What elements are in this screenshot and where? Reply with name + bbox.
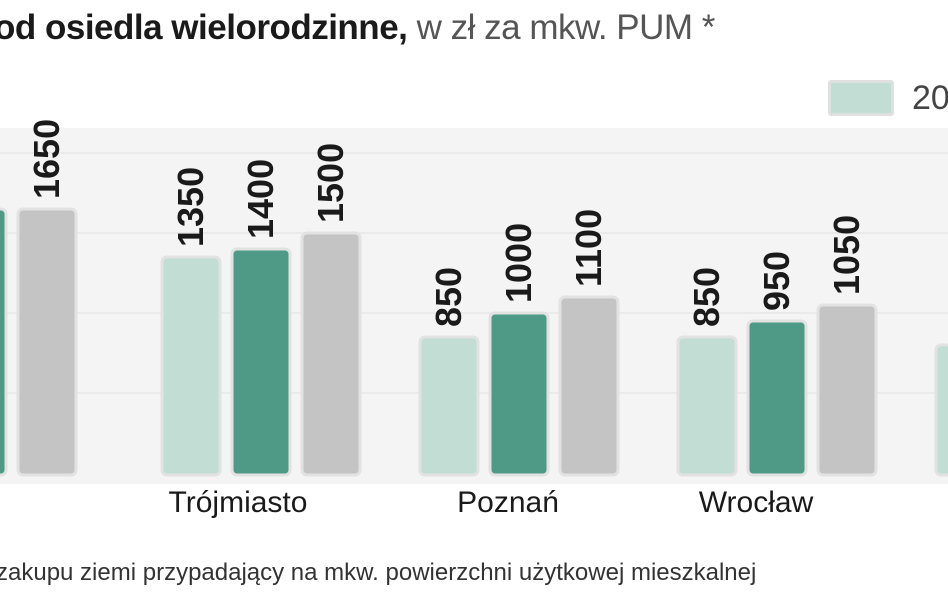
- value-label-s2-c3: 1050: [826, 215, 867, 295]
- bar-s0-c4: [934, 343, 948, 477]
- bar-s1-c2: [488, 311, 550, 477]
- category-label-3: Wrocław: [699, 486, 814, 519]
- chart-title: od osiedla wielorodzinne, w zł za mkw. P…: [0, 6, 715, 50]
- value-label-s2-c2: 1100: [568, 209, 609, 287]
- value-label-s1-c2: 1000: [498, 223, 539, 303]
- bar-s2-c3: [816, 303, 878, 477]
- bar-s0-c1: [160, 255, 222, 477]
- value-label-s0-c2: 850: [428, 267, 469, 327]
- legend-label: 20: [912, 79, 948, 117]
- bar-s1-c1: [230, 247, 292, 477]
- value-label-s2-c1: 1500: [310, 143, 351, 223]
- footnote: zakupu ziemi przypadający na mkw. powier…: [0, 559, 757, 586]
- value-label-s0-c3: 850: [686, 267, 727, 327]
- category-label-1: Trójmiasto: [169, 486, 308, 519]
- bar-s2-c1: [300, 231, 362, 477]
- bar-s1-c0: [0, 207, 8, 477]
- category-label-2: Poznań: [457, 486, 559, 519]
- value-label-s2-c0: 1650: [26, 119, 67, 199]
- bar-s1-c3: [746, 319, 808, 477]
- chart-title-subtitle: w zł za mkw. PUM *: [416, 8, 716, 47]
- value-label-s0-c1: 1350: [170, 167, 211, 247]
- legend-swatch: [828, 80, 894, 116]
- value-label-s1-c1: 1400: [240, 159, 281, 239]
- bar-s0-c2: [418, 335, 480, 477]
- bar-s0-c3: [676, 335, 738, 477]
- chart-title-bold: od osiedla wielorodzinne,: [0, 8, 408, 47]
- value-label-s1-c3: 950: [756, 251, 797, 311]
- bar-s2-c2: [558, 295, 620, 477]
- bar-s2-c0: [16, 207, 78, 477]
